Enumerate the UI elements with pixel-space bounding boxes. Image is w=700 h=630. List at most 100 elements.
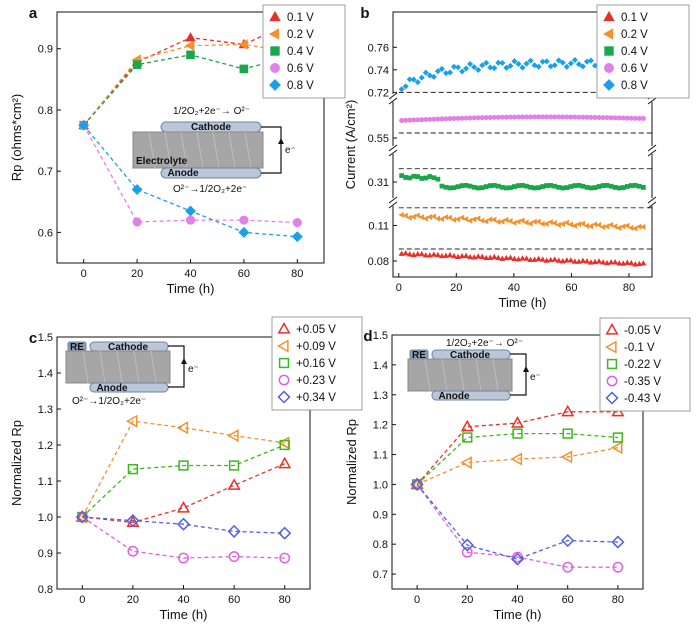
legend-label: 0.4 V bbox=[287, 46, 314, 58]
data-point bbox=[487, 254, 494, 260]
data-point bbox=[595, 221, 602, 228]
data-point bbox=[616, 185, 622, 191]
data-point bbox=[455, 184, 461, 190]
legend-label: 0.4 V bbox=[621, 46, 648, 58]
axis-break-mark bbox=[647, 201, 657, 209]
data-point bbox=[575, 258, 582, 264]
grain-line bbox=[475, 358, 482, 392]
data-point bbox=[467, 60, 474, 68]
data-point bbox=[292, 218, 302, 228]
data-point bbox=[430, 213, 436, 220]
data-point bbox=[632, 183, 638, 188]
data-point bbox=[455, 64, 462, 71]
grain-line bbox=[441, 358, 448, 392]
data-point bbox=[515, 60, 522, 68]
data-point bbox=[414, 212, 420, 219]
series-+0.09V bbox=[75, 414, 290, 524]
data-point bbox=[535, 255, 542, 262]
x-tick-label: 60 bbox=[238, 268, 250, 280]
y-tick-label: 0.6 bbox=[38, 227, 53, 239]
grain-line bbox=[244, 131, 252, 169]
data-point bbox=[460, 456, 472, 470]
y-tick-label: 0.9 bbox=[38, 548, 53, 560]
data-point bbox=[507, 254, 514, 260]
data-point bbox=[415, 174, 421, 179]
data-point bbox=[510, 416, 525, 428]
data-point bbox=[552, 183, 558, 189]
y-tick-label: 1.0 bbox=[373, 479, 388, 491]
data-point bbox=[600, 183, 606, 188]
data-point bbox=[278, 526, 292, 540]
data-point bbox=[532, 185, 537, 191]
series-line bbox=[81, 516, 285, 559]
series-line bbox=[81, 444, 285, 518]
legend-label: 0.2 V bbox=[287, 29, 314, 41]
grain-line bbox=[458, 358, 465, 392]
data-point bbox=[531, 256, 538, 262]
data-point bbox=[508, 185, 513, 191]
data-point bbox=[407, 175, 413, 181]
panel-letter: c bbox=[29, 330, 37, 347]
data-point bbox=[536, 185, 541, 191]
y-axis-label: Current (A/cm²) bbox=[343, 100, 358, 190]
data-point bbox=[483, 254, 490, 261]
data-point bbox=[447, 185, 453, 191]
y-tick-label: 1.0 bbox=[38, 512, 53, 524]
data-point bbox=[640, 260, 647, 266]
x-tick-label: 20 bbox=[450, 282, 462, 294]
data-point bbox=[539, 256, 546, 262]
data-point bbox=[548, 183, 554, 188]
data-point bbox=[510, 552, 525, 566]
series-line bbox=[83, 43, 298, 126]
axis-break-mark bbox=[647, 149, 657, 157]
data-point bbox=[406, 76, 413, 83]
legend-label: +0.09 V bbox=[296, 341, 336, 353]
legend-marker bbox=[276, 339, 289, 353]
legend-label: 0.1 V bbox=[287, 12, 314, 24]
legend-label: +0.34 V bbox=[296, 392, 336, 404]
data-point bbox=[600, 259, 607, 265]
data-point bbox=[279, 552, 291, 564]
data-point bbox=[419, 176, 425, 181]
y-tick-label: 0.31 bbox=[368, 177, 389, 189]
grain-line bbox=[133, 350, 140, 384]
data-point bbox=[579, 220, 586, 227]
plot-frame bbox=[392, 11, 653, 278]
data-point bbox=[519, 255, 526, 261]
y-tick-label: 0.7 bbox=[38, 166, 53, 178]
data-point bbox=[524, 183, 529, 189]
panel-b: 0 20 40 60 80 0.08 0.11 0.31 0.55 0.72 0.74 0.76 Tim… bbox=[343, 4, 690, 310]
data-point bbox=[450, 216, 457, 223]
data-point bbox=[503, 254, 510, 261]
data-point bbox=[571, 258, 578, 264]
panel-letter: d bbox=[363, 328, 372, 345]
electron-label: e⁻ bbox=[285, 145, 296, 156]
y-tick-label: 0.8 bbox=[38, 105, 53, 117]
data-point bbox=[426, 213, 432, 220]
data-point bbox=[510, 452, 523, 466]
y-tick-label: 0.11 bbox=[368, 220, 389, 232]
data-point bbox=[599, 224, 606, 231]
data-point bbox=[422, 252, 429, 258]
series-0.4V bbox=[399, 173, 646, 191]
data-point bbox=[561, 404, 575, 417]
data-point bbox=[564, 185, 570, 191]
data-point bbox=[612, 432, 624, 443]
data-point bbox=[567, 221, 573, 228]
legend-label: -0.22 V bbox=[624, 359, 661, 371]
data-point bbox=[491, 65, 498, 72]
data-point bbox=[454, 216, 461, 223]
legend-label: -0.05 V bbox=[624, 325, 661, 337]
data-point bbox=[434, 251, 441, 258]
grain-line bbox=[424, 358, 431, 392]
data-point bbox=[460, 538, 474, 552]
y-tick-label: 1.4 bbox=[38, 368, 53, 380]
cathode-label: Cathode bbox=[191, 122, 231, 133]
inset-schematic: RE Cathode Anode e⁻ O²⁻→1/2O₂+2e⁻ bbox=[65, 341, 199, 407]
data-point bbox=[544, 183, 550, 188]
y-tick-label: 0.9 bbox=[38, 44, 53, 56]
data-point bbox=[228, 551, 240, 563]
data-point bbox=[176, 500, 191, 513]
data-point bbox=[572, 183, 578, 188]
y-tick-label: 1.3 bbox=[38, 404, 53, 416]
